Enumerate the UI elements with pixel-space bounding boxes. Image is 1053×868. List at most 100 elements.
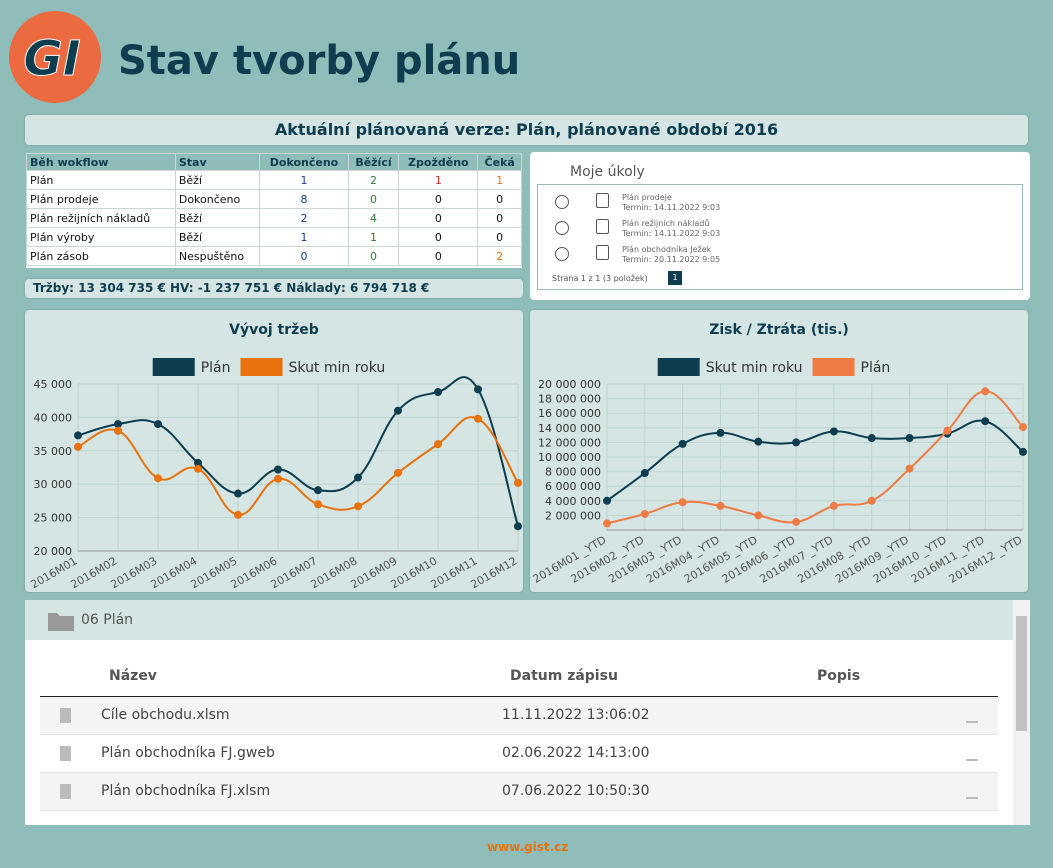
- footer-link[interactable]: www.gist.cz: [487, 840, 569, 854]
- data-point: [678, 498, 687, 507]
- table-cell: Nespuštěno: [174, 246, 261, 266]
- data-point: [1019, 423, 1027, 432]
- column-header: Běh wokflow: [26, 153, 176, 171]
- legend-swatch: [152, 358, 195, 376]
- data-point: [114, 420, 122, 429]
- file-date: 02.06.2022 14:13:00: [502, 745, 650, 761]
- table-cell: 2: [347, 170, 400, 190]
- page-title: Stav tvorby plánu: [118, 38, 521, 84]
- table-cell: Plán prodeje: [26, 189, 176, 209]
- data-point: [194, 464, 202, 473]
- table-cell: Plán: [26, 170, 176, 190]
- table-cell: 0: [347, 189, 400, 209]
- logo: GI: [9, 11, 101, 103]
- data-point: [1019, 447, 1027, 456]
- table-cell: Plán výroby: [26, 227, 176, 247]
- column-header: Dokončeno: [259, 153, 349, 171]
- task-icon: [596, 193, 609, 208]
- download-icon[interactable]: [966, 785, 978, 799]
- data-point: [943, 426, 952, 435]
- table-cell: 0: [259, 246, 349, 266]
- download-icon[interactable]: [966, 747, 978, 761]
- legend-label: Skut min roku: [706, 360, 803, 376]
- table-cell: Dokončeno: [174, 189, 261, 209]
- table-cell: 1: [347, 227, 400, 247]
- data-point: [905, 464, 914, 473]
- data-point: [603, 496, 611, 505]
- y-tick-label: 10 000 000: [538, 451, 601, 464]
- task-due: Termín: 20.11.2022 9:05: [622, 255, 721, 264]
- data-point: [234, 489, 242, 498]
- series-line: [77, 376, 519, 527]
- chart-panel: Vývoj tržeb Plán Skut min roku 20 000 25 000…: [25, 310, 523, 592]
- page-button[interactable]: 1: [668, 271, 682, 285]
- file-name: Cíle obchodu.xlsm: [101, 707, 230, 723]
- scrollbar[interactable]: [1013, 600, 1030, 825]
- data-point: [640, 469, 649, 478]
- legend-swatch: [657, 358, 700, 376]
- chart: Zisk / Ztráta (tis.) Skut min roku Plán 2 0…: [531, 322, 1027, 586]
- data-point: [154, 474, 162, 483]
- table-row: Plán režijních nákladů Běží 2 4 0 0: [26, 208, 522, 228]
- download-icon[interactable]: [966, 709, 978, 723]
- data-point: [354, 473, 362, 482]
- tasks-title: Moje úkoly: [570, 164, 645, 180]
- data-point: [274, 465, 282, 474]
- task-icon: [596, 245, 609, 260]
- task-radio[interactable]: [555, 247, 569, 261]
- file-name: Plán obchodníka FJ.gweb: [101, 745, 275, 761]
- file-date: 11.11.2022 13:06:02: [502, 707, 650, 723]
- column-header: Běžící: [347, 153, 400, 171]
- series-line: [77, 416, 519, 516]
- table-cell: 8: [259, 189, 349, 209]
- task-radio[interactable]: [555, 195, 569, 209]
- table-cell: 2: [259, 208, 349, 228]
- table-cell: Běží: [174, 208, 261, 228]
- chart-title: Zisk / Ztráta (tis.): [709, 322, 849, 338]
- file-row[interactable]: Plán obchodníka FJ.xlsm 07.06.2022 10:50:…: [40, 773, 998, 811]
- y-tick-label: 16 000 000: [538, 407, 601, 420]
- files-panel: 06 Plán Název Datum zápisu Popis Cíle ob…: [25, 600, 1030, 825]
- task-name: Plán prodeje: [622, 193, 672, 202]
- data-point: [314, 486, 322, 495]
- table-row: Plán zásob Nespuštěno 0 0 0 2: [26, 246, 522, 266]
- task-radio[interactable]: [555, 221, 569, 235]
- data-point: [234, 510, 242, 519]
- y-tick-label: 14 000 000: [538, 422, 601, 435]
- y-tick-label: 30 000: [34, 478, 73, 491]
- file-row[interactable]: Cíle obchodu.xlsm 11.11.2022 13:06:02: [40, 697, 998, 735]
- task-name: Plán obchodníka Ježek: [622, 245, 712, 254]
- data-point: [867, 496, 876, 505]
- y-tick-label: 20 000: [34, 545, 73, 558]
- data-point: [74, 431, 82, 440]
- data-point: [394, 468, 402, 477]
- data-point: [514, 522, 522, 531]
- table-cell: 0: [477, 227, 522, 247]
- file-row[interactable]: Plán obchodníka FJ.gweb 02.06.2022 14:13:…: [40, 735, 998, 773]
- table-cell: 0: [398, 208, 479, 228]
- data-point: [114, 426, 122, 435]
- column-header: Název: [109, 668, 157, 684]
- legend-label: Plán: [861, 360, 891, 376]
- chart-panel: Zisk / Ztráta (tis.) Skut min roku Plán 2 0…: [530, 310, 1028, 592]
- data-point: [640, 509, 649, 518]
- y-tick-label: 20 000 000: [538, 378, 601, 391]
- y-tick-label: 12 000 000: [538, 436, 601, 449]
- pager-text: Strana 1 z 1 (3 položek): [552, 274, 648, 283]
- y-tick-label: 6 000 000: [545, 480, 601, 493]
- table-cell: 4: [347, 208, 400, 228]
- data-point: [678, 439, 687, 448]
- table-cell: 1: [259, 170, 349, 190]
- folder-header: 06 Plán: [25, 600, 1013, 640]
- series-line: [606, 419, 1024, 502]
- column-header: Čeká: [477, 153, 522, 171]
- table-cell: Plán zásob: [26, 246, 176, 266]
- data-point: [754, 437, 763, 446]
- table-row: Plán prodeje Dokončeno 8 0 0 0: [26, 189, 522, 209]
- table-cell: Běží: [174, 227, 261, 247]
- data-point: [474, 414, 482, 423]
- table-cell: 1: [398, 170, 479, 190]
- table-cell: 1: [477, 170, 522, 190]
- data-point: [867, 434, 876, 443]
- table-cell: Plán režijních nákladů: [26, 208, 176, 228]
